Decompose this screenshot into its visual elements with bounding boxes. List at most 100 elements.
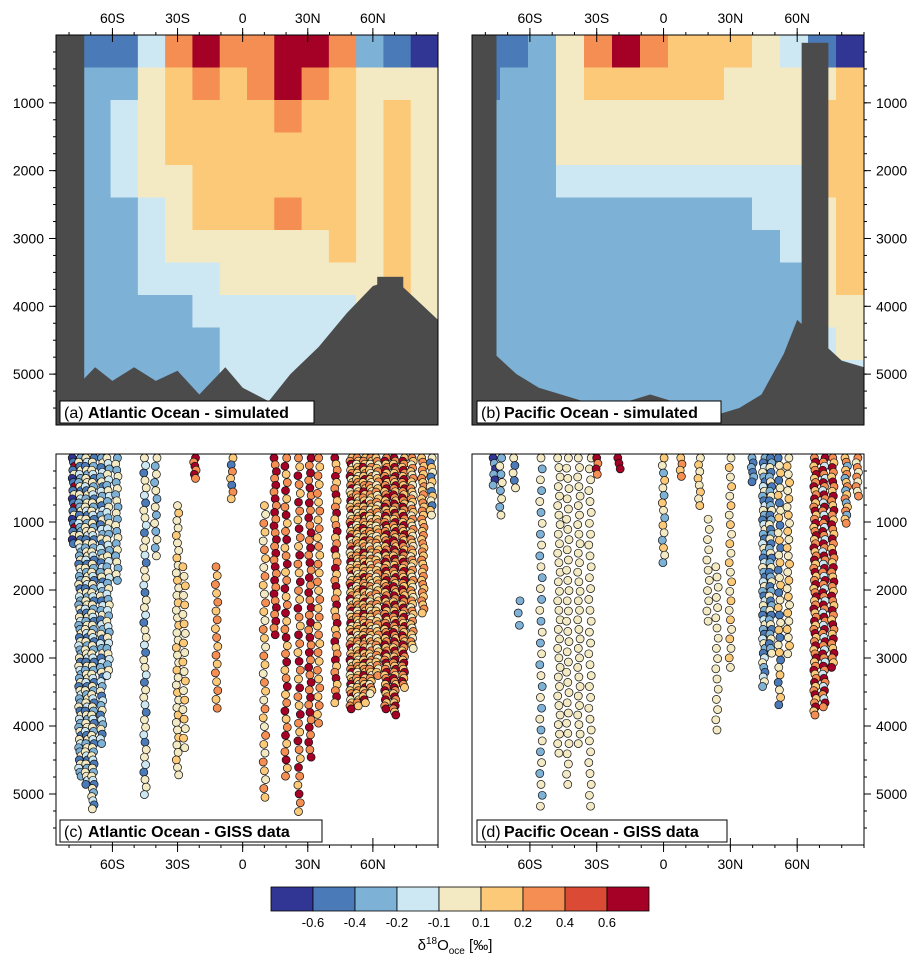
data-point-c bbox=[178, 657, 188, 667]
data-point-c bbox=[304, 700, 314, 710]
data-point-c bbox=[295, 595, 305, 604]
colorbar-swatch bbox=[396, 886, 440, 912]
heatmap-cell-a bbox=[247, 100, 275, 134]
data-point-c bbox=[173, 673, 183, 682]
data-point-c bbox=[294, 745, 304, 755]
heatmap-cell-a bbox=[410, 262, 438, 296]
data-point-d bbox=[574, 529, 584, 539]
data-point-c bbox=[173, 538, 182, 548]
data-point-c bbox=[261, 642, 270, 652]
data-point-c bbox=[304, 588, 314, 597]
data-point-d bbox=[585, 769, 595, 778]
data-point-c bbox=[417, 608, 427, 618]
heatmap-cell-b bbox=[696, 230, 725, 264]
data-point-c bbox=[212, 571, 222, 580]
data-point-d bbox=[553, 454, 563, 463]
data-point-c bbox=[304, 550, 314, 560]
heatmap-cell-a bbox=[83, 132, 112, 166]
data-point-c bbox=[211, 650, 221, 660]
data-point-d bbox=[564, 708, 573, 718]
data-point-d bbox=[775, 648, 784, 657]
data-point-d bbox=[776, 618, 785, 627]
data-point-c bbox=[295, 462, 305, 472]
data-point-c bbox=[260, 660, 270, 670]
data-point-c bbox=[260, 527, 270, 537]
data-point-c bbox=[293, 736, 303, 746]
data-point-c bbox=[294, 524, 304, 534]
panel-tag-d: (d) bbox=[481, 824, 501, 841]
data-point-c bbox=[304, 535, 314, 545]
data-point-d bbox=[562, 463, 571, 473]
data-point-d bbox=[658, 520, 668, 530]
data-point-c bbox=[180, 724, 190, 733]
heatmap-cell-b bbox=[612, 35, 641, 69]
data-point-d bbox=[660, 476, 670, 485]
colorbar-tick-label: 0.1 bbox=[472, 915, 490, 930]
data-point-d bbox=[712, 674, 722, 684]
data-point-c bbox=[179, 619, 189, 629]
data-point-d bbox=[553, 482, 563, 491]
colorbar-swatch bbox=[270, 886, 314, 912]
data-point-d bbox=[553, 625, 563, 634]
data-point-d bbox=[712, 644, 721, 653]
colorbar-swatch bbox=[606, 886, 650, 912]
heatmap-cell-b bbox=[556, 295, 585, 329]
data-point-d bbox=[573, 567, 583, 577]
data-point-d bbox=[509, 454, 519, 463]
data-point-d bbox=[585, 682, 594, 691]
data-point-d bbox=[783, 510, 793, 520]
data-point-d bbox=[553, 672, 563, 682]
heatmap-cell-b bbox=[696, 262, 725, 296]
colorbar-tick-label: -0.2 bbox=[386, 915, 408, 930]
data-point-c bbox=[211, 606, 221, 616]
data-point-c bbox=[180, 600, 190, 610]
data-point-c bbox=[140, 752, 149, 762]
data-point-d bbox=[758, 682, 767, 691]
data-point-d bbox=[747, 477, 757, 487]
data-point-c bbox=[314, 568, 324, 578]
data-point-c bbox=[141, 722, 150, 732]
land-bottom-a bbox=[56, 279, 438, 425]
data-point-d bbox=[537, 627, 547, 637]
data-point-d bbox=[585, 627, 594, 637]
data-point-c bbox=[295, 710, 305, 719]
data-point-c bbox=[141, 670, 151, 680]
heatmap-cell-a bbox=[137, 35, 166, 69]
data-point-d bbox=[785, 641, 794, 651]
data-point-c bbox=[304, 685, 314, 695]
heatmap-cell-a bbox=[247, 327, 275, 361]
data-point-d bbox=[564, 484, 574, 493]
panel-label-a: (a) Atlantic Ocean - simulated bbox=[59, 400, 315, 424]
heatmap-cell-b bbox=[640, 132, 669, 166]
data-point-d bbox=[553, 720, 563, 729]
data-point-c bbox=[180, 695, 190, 705]
data-point-c bbox=[141, 498, 150, 508]
heatmap-cell-b bbox=[724, 35, 753, 69]
y-axis-c: 1000 2000 3000 4000 5000 bbox=[13, 470, 56, 829]
data-point-d bbox=[775, 483, 785, 493]
data-point-c bbox=[294, 789, 304, 799]
data-point-c bbox=[281, 469, 291, 479]
heatmap-cell-b bbox=[640, 295, 669, 329]
data-point-c bbox=[261, 554, 270, 563]
data-point-c bbox=[295, 683, 305, 693]
heatmap-cell-b bbox=[696, 165, 725, 199]
data-point-d bbox=[727, 529, 736, 539]
heatmap-cell-a bbox=[219, 132, 248, 166]
data-point-d bbox=[562, 667, 571, 677]
data-point-d bbox=[586, 638, 595, 648]
x-tick-label-d: 60S bbox=[517, 856, 542, 872]
heatmap-cell-b bbox=[752, 295, 781, 329]
data-point-d bbox=[575, 653, 584, 663]
data-point-d bbox=[584, 703, 594, 713]
heatmap-cell-b bbox=[668, 262, 697, 296]
data-point-d bbox=[575, 510, 584, 520]
heatmap-cell-a bbox=[137, 262, 166, 296]
data-point-c bbox=[140, 476, 150, 485]
data-point-c bbox=[171, 680, 181, 690]
data-point-d bbox=[535, 551, 545, 561]
colorbar-label-sub: oce bbox=[449, 946, 466, 957]
data-point-d bbox=[586, 693, 595, 702]
heatmap-cell-b bbox=[836, 100, 864, 134]
heatmap-cell-b bbox=[836, 197, 864, 231]
